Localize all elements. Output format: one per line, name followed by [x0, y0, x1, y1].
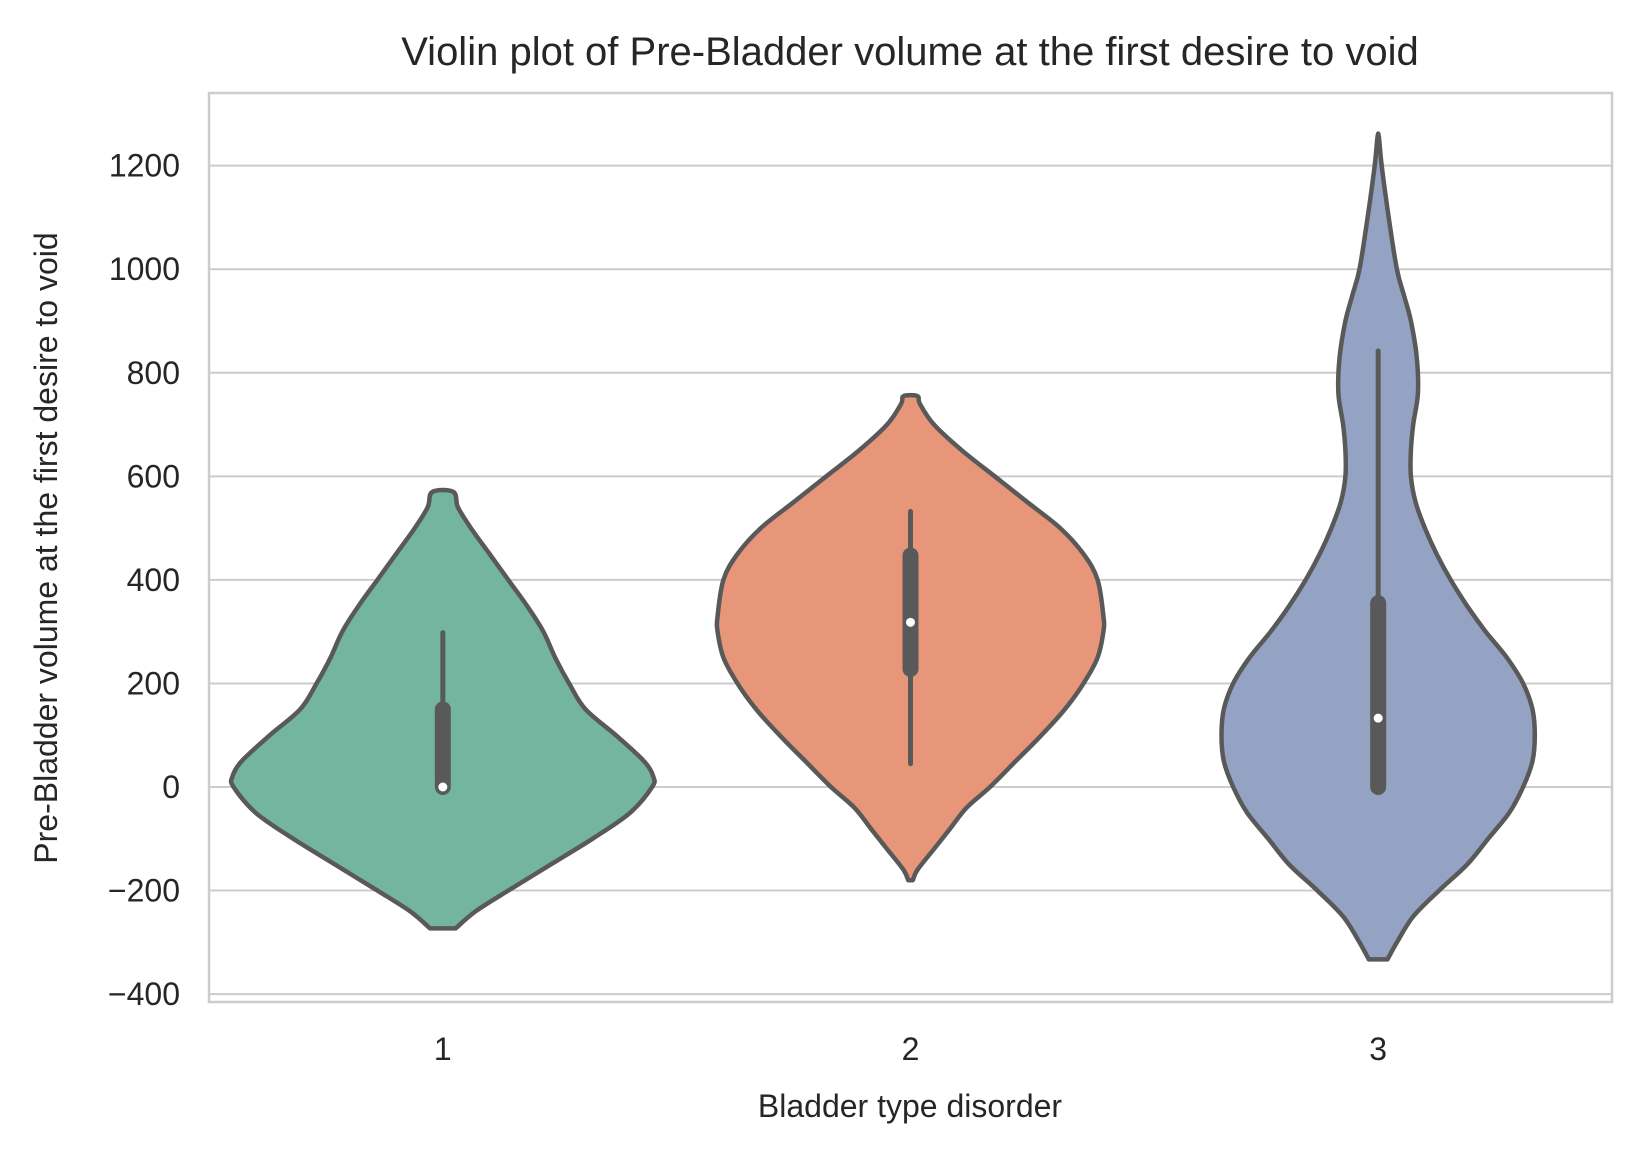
- x-axis-label: Bladder type disorder: [758, 1088, 1063, 1124]
- x-tick-label: 1: [434, 1031, 452, 1067]
- y-tick-label: 200: [127, 665, 180, 701]
- x-tick-label: 2: [902, 1031, 920, 1067]
- median-marker-1: [438, 782, 448, 792]
- y-tick-label: −400: [108, 976, 180, 1012]
- y-tick-labels: −400 −200 0 200 400 600 800 1000 1200: [108, 148, 180, 1012]
- violin-group-1: [228, 487, 657, 931]
- plot-frame: [207, 91, 1614, 1004]
- chart-title: Violin plot of Pre-Bladder volume at the…: [401, 30, 1419, 74]
- y-tick-label: 600: [127, 458, 180, 494]
- y-tick-label: 0: [162, 769, 180, 805]
- y-tick-label: 800: [127, 355, 180, 391]
- median-marker-3: [1373, 713, 1383, 723]
- violin-group-2: [714, 392, 1107, 883]
- y-tick-label: 400: [127, 562, 180, 598]
- y-tick-label: 1200: [109, 148, 180, 184]
- violins: [228, 131, 1538, 962]
- y-axis-label: Pre-Bladder volume at the first desire t…: [28, 232, 64, 863]
- y-tick-label: −200: [108, 873, 180, 909]
- violin-group-3: [1219, 131, 1538, 962]
- x-tick-label: 3: [1369, 1031, 1387, 1067]
- median-marker-2: [906, 617, 915, 627]
- x-tick-labels: 1 2 3: [434, 1031, 1387, 1067]
- y-tick-label: 1000: [109, 251, 180, 287]
